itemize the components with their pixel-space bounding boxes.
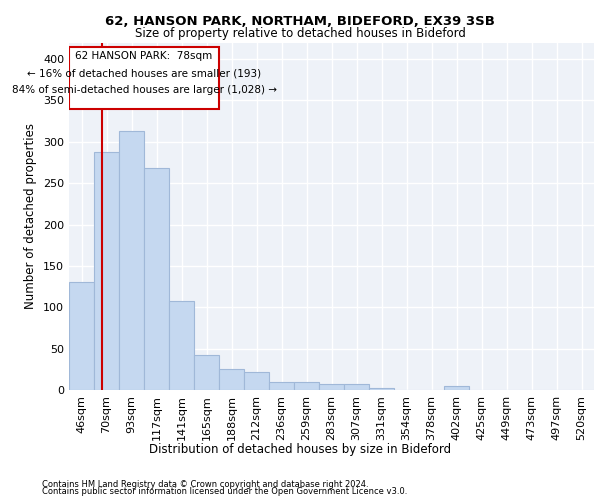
Bar bbox=[444, 386, 469, 390]
Bar bbox=[219, 370, 244, 390]
Bar bbox=[319, 384, 344, 390]
Text: 84% of semi-detached houses are larger (1,028) →: 84% of semi-detached houses are larger (… bbox=[11, 85, 277, 95]
Bar bbox=[169, 300, 194, 390]
Text: Distribution of detached houses by size in Bideford: Distribution of detached houses by size … bbox=[149, 442, 451, 456]
Text: Size of property relative to detached houses in Bideford: Size of property relative to detached ho… bbox=[134, 28, 466, 40]
Bar bbox=[194, 355, 219, 390]
Text: 62, HANSON PARK, NORTHAM, BIDEFORD, EX39 3SB: 62, HANSON PARK, NORTHAM, BIDEFORD, EX39… bbox=[105, 15, 495, 28]
Bar bbox=[369, 388, 394, 390]
Bar bbox=[294, 382, 319, 390]
Text: Contains HM Land Registry data © Crown copyright and database right 2024.: Contains HM Land Registry data © Crown c… bbox=[42, 480, 368, 489]
Bar bbox=[94, 152, 119, 390]
Bar bbox=[119, 131, 144, 390]
Text: Contains public sector information licensed under the Open Government Licence v3: Contains public sector information licen… bbox=[42, 488, 407, 496]
Text: 62 HANSON PARK:  78sqm: 62 HANSON PARK: 78sqm bbox=[76, 51, 212, 61]
Bar bbox=[244, 372, 269, 390]
Bar bbox=[69, 282, 94, 390]
Bar bbox=[69, 46, 219, 108]
Bar bbox=[344, 384, 369, 390]
Bar bbox=[144, 168, 169, 390]
Bar bbox=[269, 382, 294, 390]
Y-axis label: Number of detached properties: Number of detached properties bbox=[25, 123, 37, 309]
Text: ← 16% of detached houses are smaller (193): ← 16% of detached houses are smaller (19… bbox=[27, 68, 261, 78]
